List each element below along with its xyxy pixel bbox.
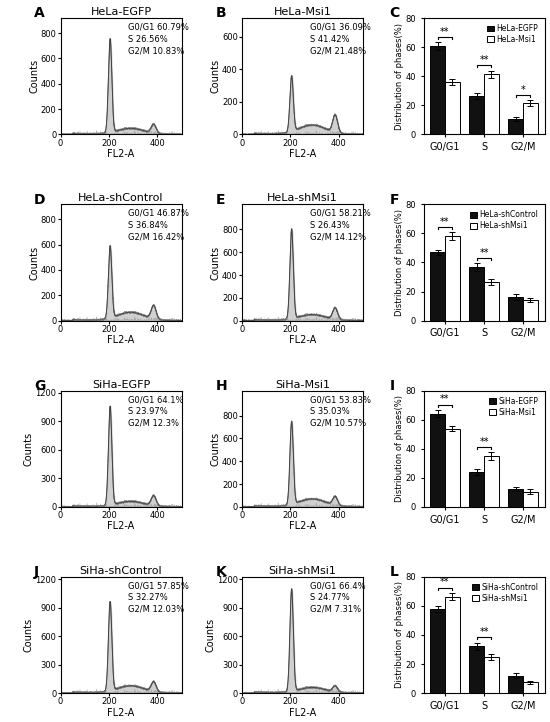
Text: **: ** (440, 394, 450, 404)
Bar (445, 429, 460, 507)
Text: G0/G1 57.85%
S 32.27%
G2/M 12.03%: G0/G1 57.85% S 32.27% G2/M 12.03% (128, 581, 189, 614)
Y-axis label: Counts: Counts (24, 618, 34, 652)
Text: F: F (389, 193, 399, 206)
Text: B: B (216, 6, 226, 20)
Text: G0/G1 60.79%
S 26.56%
G2/M 10.83%: G0/G1 60.79% S 26.56% G2/M 10.83% (128, 22, 189, 56)
Y-axis label: Distribution of phases(%): Distribution of phases(%) (395, 23, 404, 130)
Text: J: J (34, 565, 39, 579)
Text: G0/G1 66.4%
S 24.77%
G2/M 7.31%: G0/G1 66.4% S 24.77% G2/M 7.31% (310, 581, 365, 614)
Bar (523, 682, 538, 693)
Bar (508, 297, 523, 321)
Text: D: D (34, 193, 46, 206)
Text: L: L (389, 565, 399, 579)
Title: HeLa-shControl: HeLa-shControl (78, 193, 164, 204)
Bar (445, 236, 460, 321)
Bar (484, 282, 499, 321)
Y-axis label: Distribution of phases(%): Distribution of phases(%) (395, 395, 404, 503)
Text: G0/G1 46.87%
S 36.84%
G2/M 16.42%: G0/G1 46.87% S 36.84% G2/M 16.42% (128, 209, 189, 242)
Title: SiHa-Msi1: SiHa-Msi1 (275, 380, 330, 390)
Bar (523, 300, 538, 321)
Bar (469, 472, 484, 507)
Text: C: C (389, 6, 400, 20)
Bar (445, 82, 460, 134)
Title: HeLa-Msi1: HeLa-Msi1 (273, 7, 332, 17)
Bar (469, 267, 484, 321)
Text: I: I (389, 379, 395, 393)
Y-axis label: Counts: Counts (211, 59, 221, 93)
Bar (508, 118, 523, 134)
Text: **: ** (440, 27, 450, 37)
X-axis label: FL2-A: FL2-A (289, 708, 316, 718)
X-axis label: FL2-A: FL2-A (289, 521, 316, 531)
Text: G: G (34, 379, 45, 393)
Y-axis label: Counts: Counts (206, 618, 216, 652)
Text: G0/G1 64.1%
S 23.97%
G2/M 12.3%: G0/G1 64.1% S 23.97% G2/M 12.3% (128, 395, 184, 427)
Title: HeLa-shMsi1: HeLa-shMsi1 (267, 193, 338, 204)
Title: SiHa-shControl: SiHa-shControl (80, 566, 162, 576)
Legend: SiHa-shControl, SiHa-shMsi1: SiHa-shControl, SiHa-shMsi1 (470, 580, 541, 605)
Legend: HeLa-shControl, HeLa-shMsi1: HeLa-shControl, HeLa-shMsi1 (468, 208, 541, 232)
Text: H: H (216, 379, 227, 393)
Bar (469, 646, 484, 693)
Bar (445, 596, 460, 693)
Bar (523, 103, 538, 134)
Bar (484, 74, 499, 134)
Title: SiHa-EGFP: SiHa-EGFP (92, 380, 150, 390)
Bar (508, 489, 523, 507)
Text: G0/G1 36.09%
S 41.42%
G2/M 21.48%: G0/G1 36.09% S 41.42% G2/M 21.48% (310, 22, 371, 56)
Y-axis label: Counts: Counts (211, 432, 221, 466)
X-axis label: FL2-A: FL2-A (107, 708, 135, 718)
X-axis label: FL2-A: FL2-A (107, 521, 135, 531)
X-axis label: FL2-A: FL2-A (107, 149, 135, 159)
Bar (523, 492, 538, 507)
Text: **: ** (479, 55, 489, 65)
Text: K: K (216, 565, 226, 579)
Title: HeLa-EGFP: HeLa-EGFP (90, 7, 152, 17)
Bar (508, 676, 523, 693)
Y-axis label: Distribution of phases(%): Distribution of phases(%) (395, 581, 404, 688)
Text: **: ** (479, 627, 489, 637)
Title: SiHa-shMsi1: SiHa-shMsi1 (268, 566, 337, 576)
Legend: SiHa-EGFP, SiHa-Msi1: SiHa-EGFP, SiHa-Msi1 (487, 394, 541, 419)
Text: G0/G1 58.21%
S 26.43%
G2/M 14.12%: G0/G1 58.21% S 26.43% G2/M 14.12% (310, 209, 371, 242)
Text: *: * (521, 84, 525, 95)
Y-axis label: Counts: Counts (24, 432, 34, 466)
Y-axis label: Counts: Counts (29, 59, 39, 93)
X-axis label: FL2-A: FL2-A (289, 149, 316, 159)
Text: **: ** (479, 437, 489, 447)
Bar (430, 253, 445, 321)
Legend: HeLa-EGFP, HeLa-Msi1: HeLa-EGFP, HeLa-Msi1 (485, 22, 541, 46)
Y-axis label: Counts: Counts (29, 245, 39, 279)
Bar (430, 46, 445, 134)
Bar (430, 414, 445, 507)
X-axis label: FL2-A: FL2-A (107, 335, 135, 345)
X-axis label: FL2-A: FL2-A (289, 335, 316, 345)
Y-axis label: Counts: Counts (211, 245, 221, 279)
Text: G0/G1 53.83%
S 35.03%
G2/M 10.57%: G0/G1 53.83% S 35.03% G2/M 10.57% (310, 395, 371, 427)
Text: **: ** (479, 248, 489, 258)
Bar (469, 96, 484, 134)
Bar (430, 609, 445, 693)
Text: **: ** (440, 578, 450, 588)
Bar (484, 456, 499, 507)
Text: **: ** (440, 217, 450, 227)
Bar (484, 657, 499, 693)
Text: A: A (34, 6, 45, 20)
Text: E: E (216, 193, 225, 206)
Y-axis label: Distribution of phases(%): Distribution of phases(%) (395, 209, 404, 316)
